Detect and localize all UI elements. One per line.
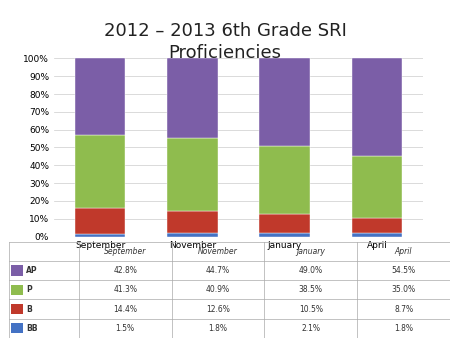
Bar	[167, 211, 218, 234]
Text: November: November	[198, 247, 238, 256]
Text: 10.5%: 10.5%	[299, 305, 323, 314]
Bar	[351, 155, 402, 218]
Text: 1.8%: 1.8%	[394, 324, 413, 333]
Text: 54.5%: 54.5%	[392, 266, 416, 275]
Text: 41.3%: 41.3%	[113, 285, 137, 294]
Text: BB: BB	[26, 324, 38, 333]
Text: 42.8%: 42.8%	[113, 266, 137, 275]
Bar	[167, 58, 218, 138]
Bar	[259, 146, 310, 214]
Bar	[259, 58, 310, 146]
Text: P: P	[26, 285, 32, 294]
Text: 49.0%: 49.0%	[299, 266, 323, 275]
Text: April: April	[395, 247, 412, 256]
Text: 40.9%: 40.9%	[206, 285, 230, 294]
Text: 14.4%: 14.4%	[113, 305, 137, 314]
Text: AP: AP	[26, 266, 38, 275]
Text: September: September	[104, 247, 146, 256]
Bar	[259, 214, 310, 233]
Bar	[75, 234, 126, 237]
Bar	[75, 58, 126, 135]
Bar	[351, 234, 402, 237]
Text: 38.5%: 38.5%	[299, 285, 323, 294]
Text: 2012 – 2013 6th Grade SRI
Proficiencies: 2012 – 2013 6th Grade SRI Proficiencies	[104, 22, 346, 62]
Text: 35.0%: 35.0%	[392, 285, 416, 294]
Bar	[75, 208, 126, 234]
Bar	[351, 58, 402, 155]
Bar	[11, 266, 22, 276]
Bar	[11, 304, 22, 314]
Text: 2.1%: 2.1%	[302, 324, 320, 333]
Text: 44.7%: 44.7%	[206, 266, 230, 275]
Text: 1.5%: 1.5%	[116, 324, 135, 333]
Text: 1.8%: 1.8%	[208, 324, 227, 333]
Text: 12.6%: 12.6%	[206, 305, 230, 314]
Text: B: B	[26, 305, 32, 314]
Text: January: January	[297, 247, 325, 256]
Bar	[11, 285, 22, 295]
Bar	[75, 135, 126, 208]
Bar	[259, 233, 310, 237]
Bar	[351, 218, 402, 234]
Bar	[167, 138, 218, 211]
Bar	[11, 323, 22, 333]
Bar	[167, 234, 218, 237]
Text: 8.7%: 8.7%	[394, 305, 413, 314]
